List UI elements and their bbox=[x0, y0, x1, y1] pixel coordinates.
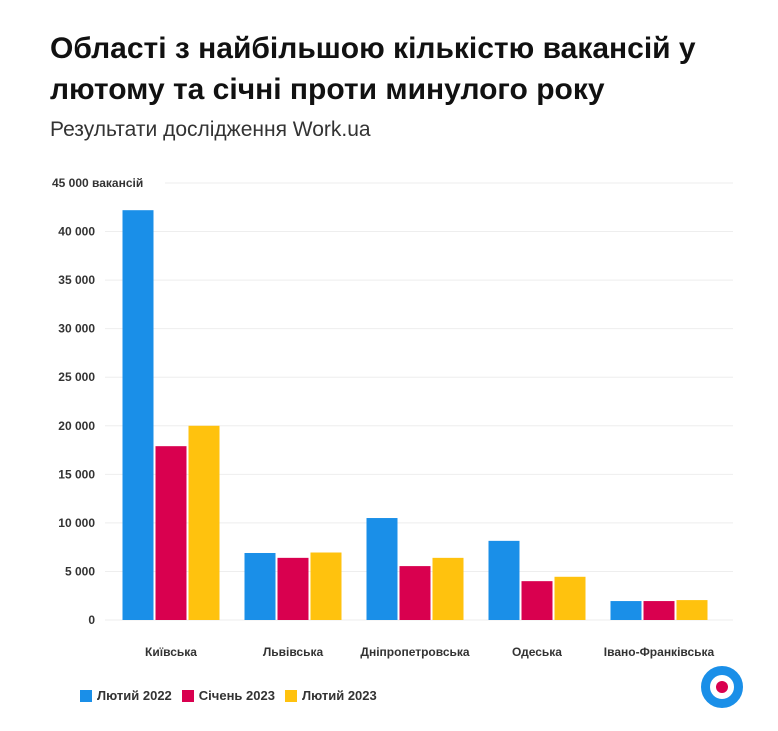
bar bbox=[488, 540, 520, 620]
bar bbox=[643, 601, 675, 620]
bar bbox=[610, 601, 642, 620]
y-tick-label: 30 000 bbox=[58, 322, 95, 336]
x-category-label: Івано-Франківська bbox=[604, 645, 715, 659]
legend-swatch bbox=[80, 689, 92, 702]
legend-swatch bbox=[181, 689, 194, 702]
x-category-label: Київська bbox=[145, 645, 197, 659]
bar bbox=[521, 581, 553, 620]
bar bbox=[310, 552, 342, 620]
bar bbox=[277, 557, 309, 620]
bar bbox=[554, 576, 586, 620]
work-ua-logo-icon bbox=[701, 666, 743, 708]
bar bbox=[432, 557, 464, 620]
bar bbox=[676, 600, 708, 620]
y-tick-label: 25 000 bbox=[58, 370, 95, 384]
y-tick-label: 35 000 bbox=[58, 273, 95, 287]
legend-item: Січень 2023 bbox=[181, 688, 275, 703]
legend-label: Січень 2023 bbox=[198, 688, 275, 703]
x-category-label: Одеська bbox=[512, 645, 562, 659]
bar bbox=[244, 552, 276, 620]
y-tick-label: 10 000 bbox=[58, 516, 95, 530]
y-tick-label: 20 000 bbox=[58, 419, 95, 433]
legend-item: Лютий 2022 bbox=[80, 688, 172, 703]
y-tick-label: 45 000 вакансій bbox=[52, 176, 143, 190]
y-tick-label: 5 000 bbox=[65, 564, 95, 578]
y-tick-label: 0 bbox=[88, 613, 95, 627]
chart-title: Області з найбільшою кількістю вакансій … bbox=[50, 32, 696, 106]
bar bbox=[122, 210, 154, 621]
chart-subtitle: Результати дослідження Work.ua bbox=[50, 118, 371, 141]
legend-swatch bbox=[284, 689, 297, 702]
y-tick-label: 40 000 bbox=[58, 225, 95, 239]
y-tick-label: 15 000 bbox=[58, 467, 95, 481]
legend: Лютий 2022 Січень 2023 Лютий 2023 bbox=[80, 688, 377, 703]
bar bbox=[188, 425, 220, 620]
x-category-label: Львівська bbox=[263, 645, 324, 659]
legend-item: Лютий 2023 bbox=[284, 688, 377, 703]
legend-label: Лютий 2023 bbox=[301, 688, 377, 703]
bar bbox=[399, 566, 431, 620]
x-category-label: Дніпропетровська bbox=[360, 645, 469, 659]
legend-label: Лютий 2022 bbox=[97, 688, 172, 703]
bar bbox=[366, 518, 398, 620]
bar bbox=[155, 446, 187, 620]
